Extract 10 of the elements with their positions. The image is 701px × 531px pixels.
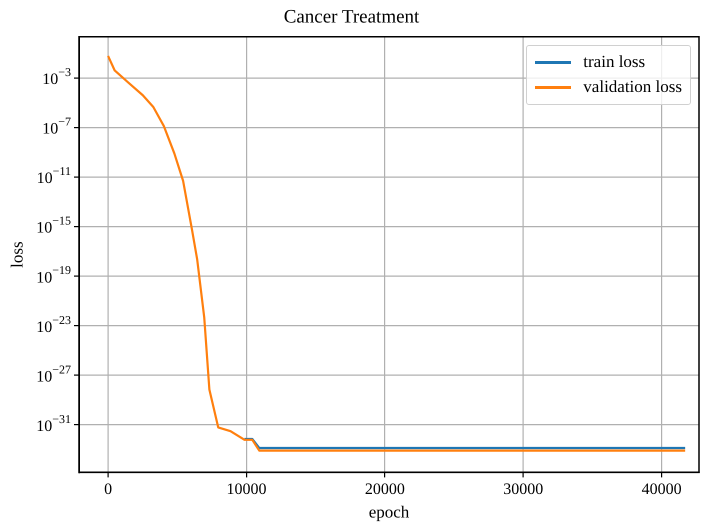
- x-tick-label: 40000: [642, 481, 682, 498]
- legend-label: validation loss: [583, 77, 682, 98]
- y-axis-title: loss: [8, 241, 27, 268]
- legend-label: train loss: [583, 52, 646, 72]
- x-tick-label: 20000: [364, 481, 405, 498]
- x-tick-label: 10000: [226, 481, 266, 498]
- x-axis-title: epoch: [368, 502, 410, 522]
- chart-title: Cancer Treatment: [284, 6, 420, 28]
- x-tick-label: 0: [104, 481, 112, 498]
- x-tick-label: 30000: [503, 481, 544, 498]
